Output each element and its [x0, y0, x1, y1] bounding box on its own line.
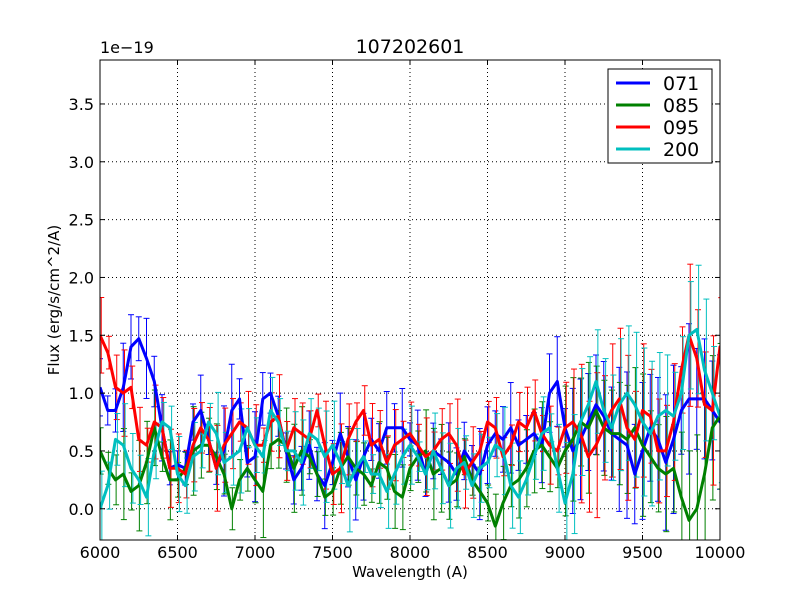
y-tick-label: 0.0: [69, 500, 94, 519]
x-tick-label: 8000: [390, 543, 431, 562]
y-tick-label: 1.0: [69, 384, 94, 403]
legend-box: [607, 68, 713, 164]
y-tick-label: 1.5: [69, 326, 94, 345]
chart-title: 107202601: [356, 36, 465, 58]
error-bars-200: [100, 264, 720, 540]
y-tick-label: 0.5: [69, 442, 94, 461]
legend-label-071: 071: [663, 73, 699, 95]
y-tick-label: 3.5: [69, 95, 94, 114]
y-offset-text: 1e−19: [100, 38, 154, 57]
axis-ticks: 6000 6500 7000 7500 8000 8500 9000 9500 10000 0.0…: [69, 60, 746, 562]
x-tick-label: 7000: [235, 543, 276, 562]
x-tick-label: 6000: [80, 543, 121, 562]
x-tick-label: 8500: [467, 543, 508, 562]
legend-label-085: 085: [663, 95, 699, 117]
x-tick-label: 7500: [312, 543, 353, 562]
x-tick-label: 6500: [157, 543, 198, 562]
y-tick-label: 2.0: [69, 268, 94, 287]
x-tick-label: 9000: [545, 543, 586, 562]
series-lines: [100, 328, 720, 528]
legend-label-095: 095: [663, 117, 699, 139]
x-tick-label: 10000: [695, 543, 746, 562]
series-line-085: [100, 409, 720, 528]
x-tick-label: 9500: [622, 543, 663, 562]
y-tick-label: 2.5: [69, 211, 94, 230]
y-tick-label: 3.0: [69, 153, 94, 172]
x-axis-label: Wavelength (A): [352, 563, 468, 581]
series-line-200: [100, 328, 720, 510]
legend-label-200: 200: [663, 139, 699, 161]
y-axis-label: Flux (erg/s/cm^2/A): [45, 225, 63, 376]
